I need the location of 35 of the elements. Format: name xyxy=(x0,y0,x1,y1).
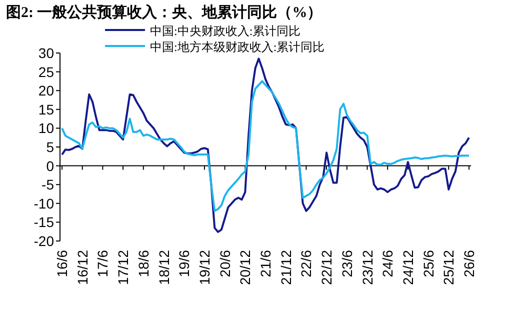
x-tick-label: 19/12 xyxy=(196,250,212,286)
x-tick-label: 19/6 xyxy=(176,250,192,278)
y-tick-label: 0 xyxy=(46,158,54,174)
x-tick-label: 23/6 xyxy=(338,250,355,278)
x-tick-label: 23/12 xyxy=(359,250,376,286)
x-tick-label: 25/6 xyxy=(420,250,436,278)
y-tick-label: 5 xyxy=(46,139,54,155)
y-tick-label: -10 xyxy=(34,195,54,212)
x-tick-label: 16/6 xyxy=(54,250,70,278)
y-tick-label: 20 xyxy=(38,82,54,99)
x-tick-label: 17/6 xyxy=(94,250,111,278)
y-tick-label: 10 xyxy=(38,120,54,136)
x-tick-label: 18/12 xyxy=(156,250,172,286)
y-tick-label: 30 xyxy=(38,45,54,61)
x-tick-label: 20/12 xyxy=(237,250,254,286)
legend-label: 中国:地方本级财政收入:累计同比 xyxy=(150,40,325,54)
x-tick-label: 16/12 xyxy=(74,250,90,286)
x-tick-label: 22/6 xyxy=(298,250,314,278)
x-tick-label: 17/12 xyxy=(115,250,132,286)
x-tick-label: 18/6 xyxy=(135,250,152,278)
y-tick-label: -20 xyxy=(34,233,54,249)
x-tick-label: 21/12 xyxy=(278,250,294,286)
x-tick-label: 20/6 xyxy=(216,250,233,278)
x-tick-label: 24/6 xyxy=(380,250,396,278)
chart-title: 图2: 一般公共预算收入：央、地累计同比（%） xyxy=(6,4,322,21)
x-tick-label: 21/6 xyxy=(258,250,274,278)
x-tick-label: 25/12 xyxy=(440,250,457,286)
x-tick-label: 26/6 xyxy=(461,250,477,278)
y-tick-label: -15 xyxy=(34,214,54,230)
y-tick-label: -5 xyxy=(42,176,54,193)
x-tick-label: 22/12 xyxy=(318,250,335,286)
legend-label: 中国:中央财政收入:累计同比 xyxy=(150,24,301,38)
y-tick-label: 15 xyxy=(38,101,54,118)
y-tick-label: 25 xyxy=(38,64,54,80)
x-tick-label: 24/12 xyxy=(400,250,416,286)
